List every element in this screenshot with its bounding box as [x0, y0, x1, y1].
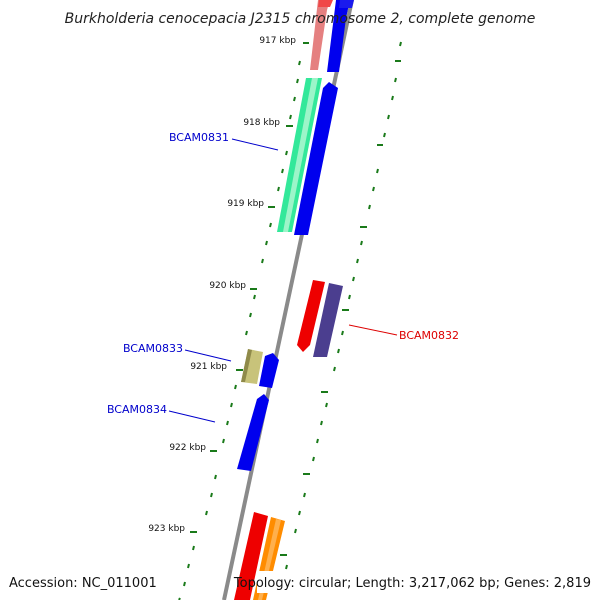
- gene-feature-top-red-917[interactable]: [318, 0, 333, 7]
- leader-line-bcam0831: [231, 138, 279, 151]
- gene-feature-blue-921[interactable]: [259, 353, 279, 388]
- gene-feature-red-923[interactable]: [234, 512, 268, 600]
- gene-label-bcam0834[interactable]: BCAM0834: [107, 403, 167, 416]
- footer-right-bg: [257, 571, 595, 593]
- gene-labels: BCAM0831 BCAM0832 BCAM0833 BCAM0834: [107, 131, 459, 423]
- gene-feature-blue-917[interactable]: [327, 0, 350, 72]
- genome-summary-text: Topology: circular; Length: 3,217,062 bp…: [233, 576, 591, 591]
- gene-label-bcam0832[interactable]: BCAM0832: [399, 329, 459, 342]
- outer-tick-ring: [280, 41, 402, 588]
- tick-labels: 917 kbp 918 kbp 919 kbp 920 kbp 921 kbp …: [148, 36, 296, 534]
- footer-left-bg: [4, 571, 150, 593]
- gene-feature-bcam0831-highlight: [283, 78, 318, 232]
- leader-line-bcam0832: [348, 324, 398, 336]
- tick-label-920: 920 kbp: [209, 281, 246, 291]
- tick-label-923: 923 kbp: [148, 524, 185, 534]
- gene-feature-top-blue-917b[interactable]: [339, 0, 354, 8]
- gene-feature-red-920[interactable]: [297, 280, 325, 352]
- gene-feature-bcam0834[interactable]: [237, 394, 269, 471]
- gene-feature-bcam0832[interactable]: [313, 283, 343, 357]
- tick-label-921: 921 kbp: [190, 362, 227, 372]
- leader-line-bcam0833: [184, 349, 232, 362]
- gene-feature-blue-918[interactable]: [294, 82, 338, 235]
- gene-label-bcam0833[interactable]: BCAM0833: [123, 342, 183, 355]
- leader-line-bcam0834: [168, 410, 216, 423]
- tick-label-922: 922 kbp: [169, 443, 206, 453]
- map-title: Burkholderia cenocepacia J2315 chromosom…: [65, 11, 536, 27]
- accession-text: Accession: NC_011001: [9, 576, 157, 591]
- gene-feature-pink-917[interactable]: [310, 0, 330, 70]
- gene-feature-bcam0833-edge: [241, 349, 252, 382]
- tick-label-919: 919 kbp: [227, 199, 264, 209]
- gene-features: [234, 0, 354, 600]
- gene-label-bcam0831[interactable]: BCAM0831: [169, 131, 229, 144]
- tick-label-917: 917 kbp: [259, 36, 296, 46]
- tick-label-918: 918 kbp: [243, 118, 280, 128]
- inner-tick-ring: [178, 42, 309, 600]
